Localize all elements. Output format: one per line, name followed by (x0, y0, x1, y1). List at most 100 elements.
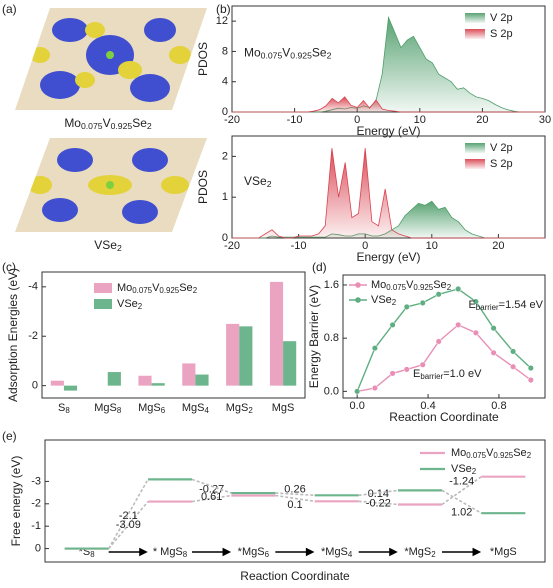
subscript: 2 (327, 51, 332, 61)
text-part: V (152, 282, 160, 294)
y-tick-label: -1 (31, 520, 41, 532)
annotation: Mo0.075V0.925Se2 (244, 46, 332, 61)
text-part: =1.0 eV (443, 368, 482, 380)
area-line (232, 96, 545, 113)
x-tick-label: -10 (291, 240, 307, 252)
subscript: 2 (472, 467, 476, 476)
x-tick-label: MgS4 (182, 402, 210, 415)
subscript: 2 (117, 243, 122, 253)
x-tick-label: S8 (58, 402, 70, 415)
point (389, 370, 396, 377)
y-tick-label: 0 (32, 380, 38, 392)
x-tick-label: 20 (492, 240, 504, 252)
y-tick-label: 4 (222, 76, 228, 88)
text-part: Mo (117, 282, 132, 294)
text-part: Mo (451, 447, 466, 459)
point (371, 345, 378, 352)
text-part: E (413, 368, 420, 380)
bar (107, 372, 121, 386)
connector (441, 489, 482, 514)
legend-label: VSe2 (117, 298, 142, 311)
x-tick-label: MgS2 (226, 402, 253, 415)
subscript: 4 (205, 406, 210, 415)
panel-label: (e) (2, 429, 17, 443)
x-axis-title: Energy (eV) (356, 124, 420, 138)
point (419, 361, 426, 368)
step-label: 0.26 (284, 483, 305, 495)
area-line (232, 148, 545, 239)
subscript: 0.925 (413, 283, 433, 292)
text-part: *MgS (321, 546, 348, 558)
legend-swatch (465, 159, 485, 169)
text-part: Se (179, 282, 192, 294)
subscript: 2 (193, 286, 197, 295)
panel-label: (c) (2, 260, 16, 274)
point (455, 321, 462, 328)
subscript: 2 (431, 550, 435, 559)
legend-marker (355, 282, 361, 288)
bar (195, 374, 209, 386)
x-axis-title: Energy (eV) (356, 250, 420, 264)
point (527, 365, 534, 372)
x-tick-label: 0 (362, 240, 368, 252)
x-tick-label: -20 (224, 114, 240, 126)
x-tick-label: MgS (272, 402, 295, 414)
y-tick-label: 0.0 (324, 385, 339, 397)
bar (50, 380, 64, 386)
legend-label: VSe2 (451, 463, 476, 476)
x-tick-label: 30 (539, 114, 551, 126)
step-label: -0.22 (366, 498, 391, 510)
bar (63, 385, 78, 391)
point (403, 366, 410, 373)
text-part: Mo (64, 116, 81, 130)
subscript: 2 (527, 451, 531, 460)
x-tick-label: 0.0 (350, 400, 365, 412)
subscript: 0.925 (159, 286, 179, 295)
bar (138, 375, 152, 386)
text-part: =1.54 eV (499, 299, 544, 311)
point (490, 349, 497, 356)
legend-label: Mo0.075V0.925Se2 (117, 282, 197, 295)
connector (191, 478, 232, 494)
text-part: MgS (226, 402, 249, 414)
x-tick-label: 10 (426, 240, 438, 252)
point (371, 384, 378, 392)
text-part: Mo (244, 46, 261, 60)
legend-label: Mo0.075V0.925Se2 (371, 279, 451, 292)
legend-label: V 2p (490, 12, 513, 24)
connector (358, 500, 399, 506)
subscript: 0.925 (493, 451, 513, 460)
x-tick-label: 0 (354, 114, 360, 126)
line (357, 324, 532, 393)
y-axis-title: Adsorption Energies (eV) (6, 268, 20, 402)
subscript: 0.925 (290, 51, 312, 61)
text-part: *MgS (404, 546, 431, 558)
structure-label: VSe2 (94, 238, 122, 253)
y-axis-title: Free energy (eV) (9, 456, 23, 547)
y-tick-label: 1 (222, 191, 228, 203)
subscript: 2 (447, 283, 451, 292)
step-label: 1.02 (451, 507, 472, 519)
y-tick-label: 0.8 (324, 332, 339, 344)
subscript: 2 (392, 298, 396, 307)
panel-label: (b) (216, 2, 231, 16)
legend-label: V 2p (490, 142, 513, 154)
step-label: 0.14 (368, 488, 389, 500)
annotation: VSe2 (244, 174, 272, 189)
bar (283, 341, 297, 386)
area-fill (232, 17, 545, 112)
point (472, 298, 479, 305)
subscript: 6 (265, 550, 270, 559)
point (435, 291, 442, 298)
subscript: 8 (183, 550, 188, 559)
x-tick-label: *MgS6 (238, 546, 270, 559)
text-part: *MgS (238, 546, 265, 558)
subscript: 8 (90, 550, 95, 559)
x-axis-title: Reaction Coordinate (389, 410, 499, 424)
subscript: 0.075 (132, 286, 152, 295)
step-label: 0.61 (201, 491, 222, 503)
text-part: VSe (371, 294, 392, 306)
arrow (108, 547, 148, 557)
legend-swatch (94, 283, 112, 293)
text-part: MgS (94, 402, 117, 414)
